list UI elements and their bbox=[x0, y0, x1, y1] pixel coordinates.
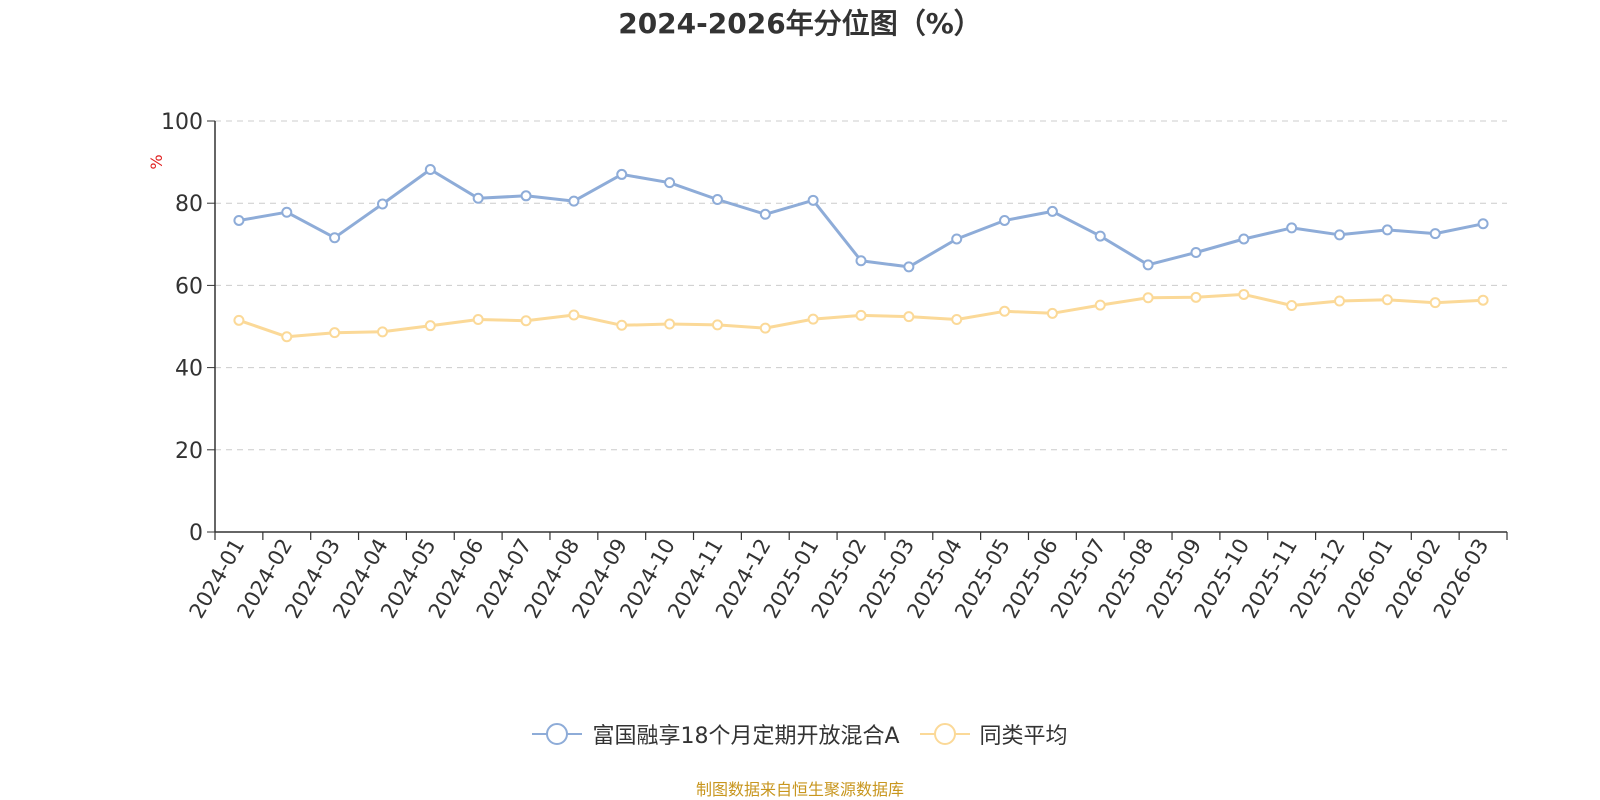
data-point-0 bbox=[1238, 233, 1250, 245]
data-point-0 bbox=[568, 195, 580, 207]
data-point-0 bbox=[807, 194, 819, 206]
data-point-1 bbox=[1429, 297, 1441, 309]
data-point-0 bbox=[855, 255, 867, 267]
y-tick-label: 100 bbox=[161, 110, 203, 135]
data-point-0 bbox=[1094, 230, 1106, 242]
data-point-0 bbox=[1429, 228, 1441, 240]
data-point-1 bbox=[1286, 300, 1298, 312]
data-point-1 bbox=[903, 311, 915, 323]
data-point-0 bbox=[472, 192, 484, 204]
data-point-1 bbox=[1142, 292, 1154, 304]
legend-label-fund: 富国融享18个月定期开放混合A bbox=[592, 724, 900, 749]
data-point-1 bbox=[520, 315, 532, 327]
data-point-1 bbox=[664, 318, 676, 330]
data-point-1 bbox=[1238, 288, 1250, 300]
data-point-1 bbox=[1477, 294, 1489, 306]
data-point-1 bbox=[1190, 291, 1202, 303]
data-point-0 bbox=[1046, 205, 1058, 217]
legend-item-peer-average[interactable]: 同类平均 bbox=[919, 718, 1068, 750]
data-point-1 bbox=[568, 309, 580, 321]
data-point-1 bbox=[1046, 307, 1058, 319]
series-line-0 bbox=[238, 168, 1484, 269]
y-tick-label: 0 bbox=[189, 521, 203, 546]
data-point-1 bbox=[951, 314, 963, 326]
y-axis-label: % bbox=[147, 154, 166, 169]
legend-marker-fund-icon bbox=[532, 723, 583, 745]
data-point-0 bbox=[1334, 229, 1346, 241]
data-point-1 bbox=[329, 327, 341, 339]
data-point-1 bbox=[855, 309, 867, 321]
data-point-0 bbox=[376, 198, 388, 210]
data-point-0 bbox=[233, 214, 245, 226]
data-point-1 bbox=[376, 326, 388, 338]
data-source-note: 制图数据来自恒生聚源数据库 bbox=[695, 780, 904, 799]
data-point-1 bbox=[1381, 294, 1393, 306]
data-point-0 bbox=[759, 208, 771, 220]
data-point-1 bbox=[281, 331, 293, 343]
data-point-1 bbox=[233, 314, 245, 326]
data-point-0 bbox=[1286, 222, 1298, 234]
data-point-0 bbox=[1142, 259, 1154, 271]
y-tick-label: 60 bbox=[175, 274, 203, 299]
y-tick-label: 40 bbox=[175, 357, 203, 382]
data-point-1 bbox=[472, 314, 484, 326]
data-point-0 bbox=[711, 194, 723, 206]
data-point-0 bbox=[1190, 247, 1202, 259]
data-point-0 bbox=[1381, 224, 1393, 236]
data-point-1 bbox=[759, 322, 771, 334]
data-point-1 bbox=[1094, 299, 1106, 311]
y-tick-label: 80 bbox=[175, 192, 203, 217]
data-point-1 bbox=[711, 319, 723, 331]
legend-label-peer-average: 同类平均 bbox=[979, 724, 1068, 749]
data-point-1 bbox=[807, 313, 819, 325]
data-point-0 bbox=[999, 214, 1011, 226]
legend-marker-peer-average-icon bbox=[919, 723, 970, 745]
data-point-0 bbox=[520, 190, 532, 202]
data-point-0 bbox=[329, 232, 341, 244]
data-point-0 bbox=[1477, 218, 1489, 230]
data-point-1 bbox=[999, 305, 1011, 317]
legend: 富国融享18个月定期开放混合A 同类平均 bbox=[0, 718, 1600, 750]
legend-item-fund[interactable]: 富国融享18个月定期开放混合A bbox=[532, 718, 900, 750]
data-point-0 bbox=[903, 261, 915, 273]
data-point-1 bbox=[424, 320, 436, 332]
data-point-1 bbox=[616, 319, 628, 331]
y-tick-label: 20 bbox=[175, 439, 203, 464]
data-point-0 bbox=[616, 168, 628, 180]
data-point-0 bbox=[664, 177, 676, 189]
data-point-0 bbox=[281, 206, 293, 218]
data-point-0 bbox=[424, 163, 436, 175]
data-point-1 bbox=[1334, 295, 1346, 307]
data-point-0 bbox=[951, 233, 963, 245]
chart-title: 2024-2026年分位图（%） bbox=[618, 7, 982, 40]
